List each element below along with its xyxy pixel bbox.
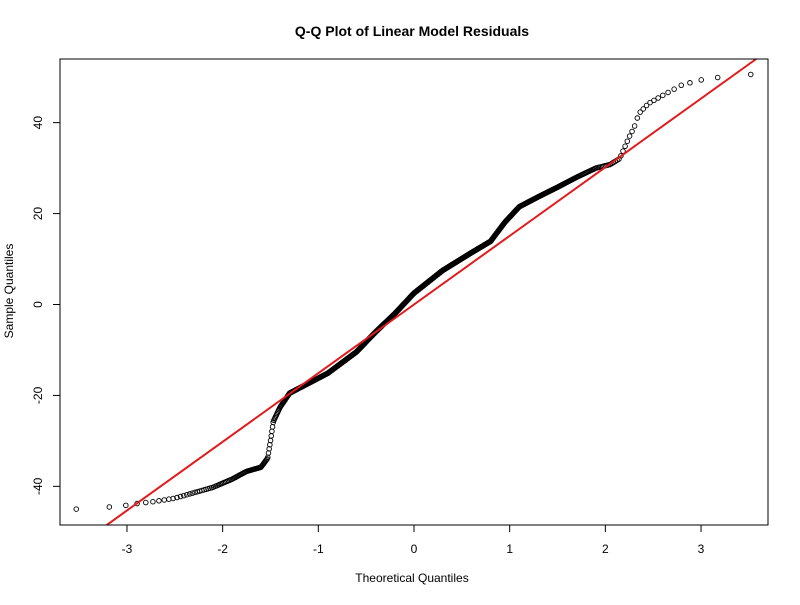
qq-point [174, 494, 180, 501]
chart-title: Q-Q Plot of Linear Model Residuals [295, 23, 529, 39]
qq-point [192, 489, 198, 496]
y-tick-label: 0 [31, 301, 45, 308]
qq-point [655, 95, 661, 101]
qq-point [184, 491, 190, 498]
qq-point [624, 138, 631, 144]
qq-point [143, 499, 149, 506]
qq-point [626, 133, 633, 139]
y-tick-label: 20 [31, 207, 45, 221]
qq-point [181, 492, 187, 499]
qq-point [123, 502, 129, 509]
qq-point [687, 80, 693, 86]
qq-point [714, 74, 721, 81]
qq-point [671, 86, 677, 92]
reference-line-group [106, 58, 757, 526]
x-tick-label: -1 [313, 542, 324, 556]
qq-point [618, 152, 624, 159]
qq-point [106, 504, 113, 510]
qq-point [134, 500, 140, 507]
y-axis-label: Sample Quantiles [2, 244, 16, 339]
y-tick-label: -40 [31, 477, 45, 495]
qq-point [637, 109, 643, 115]
y-tick-label: 40 [31, 116, 45, 130]
qq-point [189, 490, 196, 496]
qq-point [156, 498, 162, 504]
qq-point [622, 143, 628, 150]
qq-point [634, 115, 641, 121]
x-axis-label: Theoretical Quantiles [355, 571, 468, 585]
qq-point [678, 82, 684, 89]
qq-point [640, 106, 647, 112]
plot-frame [59, 58, 769, 526]
qq-point [698, 77, 704, 83]
y-tick-label: -20 [31, 386, 45, 404]
x-tick-label: 0 [411, 542, 418, 556]
qq-point [73, 506, 80, 512]
x-tick-label: 2 [602, 542, 609, 556]
qq-point [263, 457, 270, 463]
qq-point [177, 493, 184, 500]
qq-point [651, 97, 657, 104]
qq-point [643, 102, 650, 109]
qq-point [748, 71, 754, 78]
x-tick-label: 3 [698, 542, 705, 556]
qq-point [170, 495, 176, 502]
x-tick-label: -2 [217, 542, 228, 556]
qq-point [629, 128, 635, 135]
qq-point [186, 491, 193, 497]
x-tick-label: 1 [506, 542, 513, 556]
qq-point [631, 123, 638, 129]
qq-point [665, 89, 671, 96]
reference-line [106, 58, 757, 526]
y-axis: -40 -20 0 20 40 [31, 116, 60, 495]
qq-point [150, 498, 156, 505]
x-tick-label: -3 [122, 542, 133, 556]
qq-point [660, 92, 666, 99]
